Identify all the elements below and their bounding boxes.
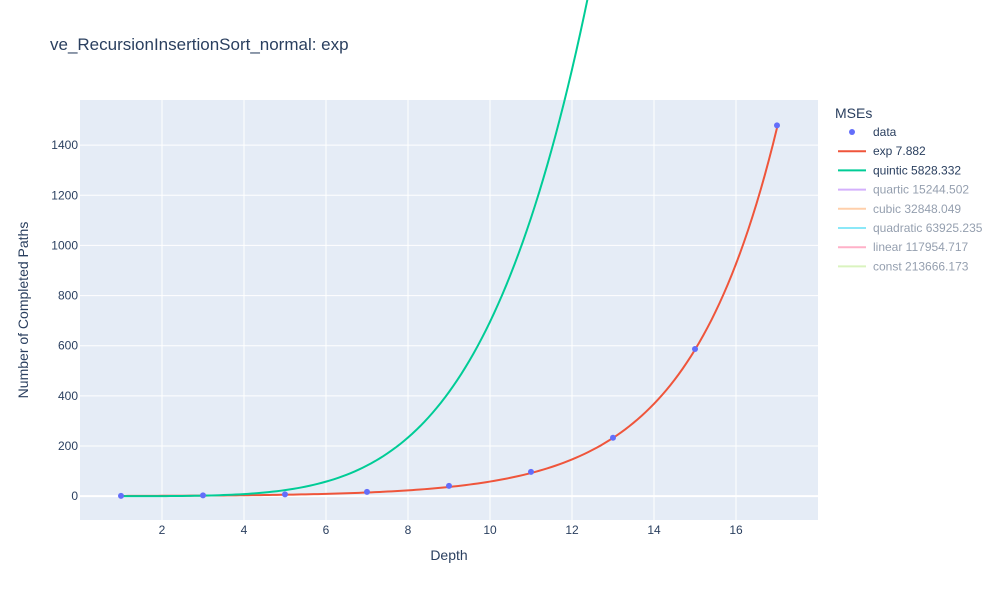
legend-label-exp[interactable]: exp 7.882 (873, 144, 926, 158)
y-tick-label: 1000 (51, 238, 78, 252)
x-axis-title: Depth (430, 547, 467, 563)
data-point (282, 491, 288, 498)
legend-label-quadratic[interactable]: quadratic 63925.235 (873, 221, 983, 235)
data-point (118, 492, 124, 499)
legend-label-data[interactable]: data (873, 125, 897, 139)
legend-label-quintic[interactable]: quintic 5828.332 (873, 163, 961, 177)
x-tick-label: 2 (159, 523, 166, 537)
y-tick-label: 600 (58, 339, 78, 353)
x-tick-label: 14 (647, 523, 661, 537)
legend-label-cubic[interactable]: cubic 32848.049 (873, 202, 961, 216)
legend-label-quartic[interactable]: quartic 15244.502 (873, 183, 969, 197)
legend: MSEs data exp 7.882 quintic 5828.332 quarti… (835, 105, 983, 273)
x-tick-label: 6 (323, 523, 330, 537)
legend-label-linear[interactable]: linear 117954.717 (873, 240, 969, 254)
y-tick-label: 1400 (51, 138, 78, 152)
data-point (446, 482, 452, 489)
y-axis-title: Number of Completed Paths (15, 222, 31, 399)
data-point (692, 345, 698, 352)
data-point (774, 122, 780, 129)
legend-title: MSEs (835, 105, 872, 121)
y-tick-label: 800 (58, 289, 78, 303)
y-axis-ticks: 0 200 400 600 800 1000 1200 1400 (51, 138, 78, 503)
grid-lines (80, 100, 818, 520)
x-tick-label: 4 (241, 523, 248, 537)
x-tick-label: 12 (565, 523, 579, 537)
y-tick-label: 0 (71, 489, 78, 503)
y-tick-label: 400 (58, 389, 78, 403)
series-line-quintic (121, 0, 589, 498)
data-point (528, 468, 534, 475)
chart-title: ve_RecursionInsertionSort_normal: exp (50, 35, 349, 54)
series-layer (118, 0, 780, 499)
legend-marker-data[interactable] (849, 129, 855, 135)
data-point (364, 488, 370, 495)
data-point (200, 492, 206, 499)
plot-area (80, 100, 818, 520)
y-tick-label: 1200 (51, 188, 78, 202)
y-tick-label: 200 (58, 439, 78, 453)
data-point (610, 434, 616, 441)
x-tick-label: 10 (483, 523, 497, 537)
x-axis-ticks: 2 4 6 8 10 12 14 16 (159, 523, 743, 537)
x-tick-label: 16 (729, 523, 743, 537)
x-tick-label: 8 (405, 523, 412, 537)
legend-label-const[interactable]: const 213666.173 (873, 259, 969, 273)
